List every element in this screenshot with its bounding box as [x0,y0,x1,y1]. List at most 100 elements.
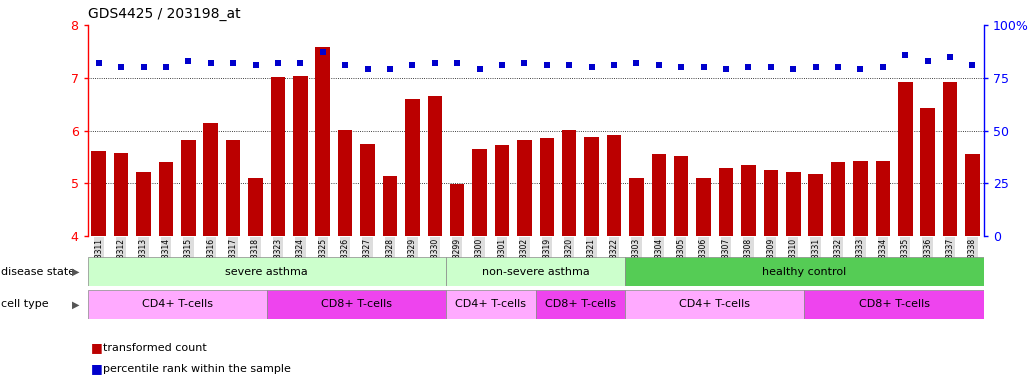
Point [628,60,645,66]
Bar [536,290,625,319]
Point [785,66,801,73]
Text: cell type: cell type [1,299,48,310]
Point [449,60,466,66]
Bar [159,162,173,236]
Text: CD8+ T-cells: CD8+ T-cells [859,299,929,310]
Bar [248,178,263,236]
Bar [294,76,308,236]
Bar [446,290,536,319]
Text: ▶: ▶ [72,299,79,310]
Text: CD4+ T-cells: CD4+ T-cells [142,299,212,310]
Bar [804,290,984,319]
Point [158,64,174,70]
Bar [517,140,531,236]
Point [852,66,868,73]
Bar [898,82,913,236]
Point [337,62,353,68]
Text: GDS4425 / 203198_at: GDS4425 / 203198_at [88,7,240,21]
Bar [607,135,621,236]
Bar [427,96,442,236]
Bar [360,144,375,236]
Point [135,64,151,70]
Bar [921,108,935,236]
Bar [625,290,804,319]
Bar [494,146,509,236]
Bar [625,257,984,286]
Point [472,66,488,73]
Bar [674,156,688,236]
Point [91,60,107,66]
Point [651,62,667,68]
Text: CD8+ T-cells: CD8+ T-cells [545,299,616,310]
Point [404,62,420,68]
Point [493,62,510,68]
Bar [338,129,352,236]
Bar [88,257,446,286]
Point [561,62,578,68]
Bar [719,167,733,236]
Point [695,64,712,70]
Point [941,53,958,60]
Point [830,64,847,70]
Bar [809,174,823,236]
Bar [446,257,625,286]
Point [718,66,734,73]
Bar [271,77,285,236]
Bar [562,129,577,236]
Bar [629,178,644,236]
Text: percentile rank within the sample: percentile rank within the sample [103,364,290,374]
Bar [652,154,666,236]
Text: CD8+ T-cells: CD8+ T-cells [321,299,391,310]
Point [314,50,331,56]
Point [874,64,891,70]
Point [606,62,622,68]
Bar [405,99,419,236]
Bar [315,47,330,236]
Point [539,62,555,68]
Bar [226,140,240,236]
Bar [876,161,890,236]
Bar [786,172,800,236]
Point [762,64,779,70]
Bar [584,137,598,236]
Point [516,60,533,66]
Point [203,60,219,66]
Bar [92,151,106,236]
Bar [763,170,778,236]
Text: ■: ■ [91,341,102,354]
Bar [942,82,957,236]
Bar [181,140,196,236]
Point [270,60,286,66]
Point [583,64,599,70]
Bar [473,149,487,236]
Text: healthy control: healthy control [762,266,847,277]
Bar [696,178,711,236]
Bar [136,172,150,236]
Point [426,60,443,66]
Text: disease state: disease state [1,266,75,277]
Point [897,51,914,58]
Text: non-severe asthma: non-severe asthma [482,266,589,277]
Point [808,64,824,70]
Bar [450,184,465,236]
Bar [383,176,398,236]
Text: transformed count: transformed count [103,343,207,353]
Point [225,60,241,66]
Point [359,66,376,73]
Point [180,58,197,64]
Bar [204,122,218,236]
Point [673,64,689,70]
Text: ■: ■ [91,362,102,375]
Bar [742,165,756,236]
Point [113,64,130,70]
Bar [965,154,980,236]
Point [382,66,399,73]
Bar [267,290,446,319]
Text: severe asthma: severe asthma [226,266,308,277]
Text: CD4+ T-cells: CD4+ T-cells [680,299,750,310]
Bar [853,161,867,236]
Bar [114,153,129,236]
Point [920,58,936,64]
Point [247,62,264,68]
Text: ▶: ▶ [72,266,79,277]
